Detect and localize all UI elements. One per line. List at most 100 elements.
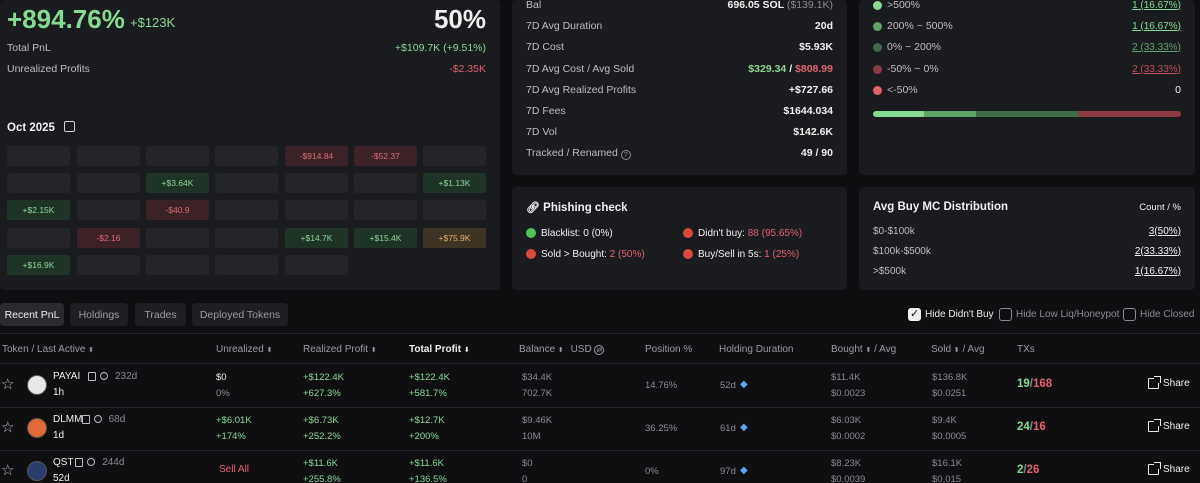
star-icon[interactable]: ☆ [1, 462, 15, 479]
dist-value-link[interactable]: 1 (16.67%) [1132, 0, 1181, 11]
table-row[interactable]: ☆ PAYAI 232d 1h $0 0% +$122.4K +627.3% +$122.4K +… [0, 364, 1200, 407]
th-bought[interactable]: Bought ⬍ / Avg [831, 344, 896, 355]
dist-label: >500% [887, 0, 920, 11]
share-button[interactable]: Share [1148, 462, 1190, 475]
stat-value: $142.6K [793, 126, 833, 138]
holding-duration: 52d [720, 380, 736, 391]
calendar-day-cell[interactable]: +$2.15K [7, 200, 70, 220]
mc-value-link[interactable]: 1(16.67%) [1134, 265, 1181, 277]
mc-value-link[interactable]: 2(33.33%) [1134, 245, 1181, 257]
calendar-day-cell[interactable]: -$2.16 [77, 228, 140, 248]
calendar-day-cell[interactable]: -$52.37 [354, 146, 417, 166]
calendar-day-cell[interactable]: +$1.13K [423, 173, 486, 193]
txs: 2/26 [1017, 464, 1040, 476]
didnt-buy-value: 88 (95.65%) [747, 228, 803, 239]
copy-icon[interactable] [81, 415, 90, 424]
swap-icon[interactable]: ⇄ [594, 345, 605, 355]
table-row[interactable]: ☆ DLMM 68d 1d +$6.01K +174% +$6.73K +252.2% +$12… [0, 407, 1200, 450]
position-percent: 14.76% [645, 380, 678, 391]
row-divider [0, 407, 1200, 408]
token-age: 232d [115, 371, 138, 382]
stat-row-fees: 7D Fees $1644.034 [526, 101, 833, 121]
checkbox-icon[interactable] [1123, 308, 1136, 321]
th-token[interactable]: Token / Last Active ⬍ [2, 344, 94, 355]
sold-gt-item: Sold > Bought: 2 (50%) [526, 249, 645, 260]
tab-deployed-tokens[interactable]: Deployed Tokens [192, 303, 288, 326]
calendar-day-cell[interactable]: -$914.84 [285, 146, 348, 166]
realized-percent: +255.8% [303, 474, 341, 483]
unrealized-value: +$6.01K [216, 415, 252, 426]
red-dot-icon [683, 228, 693, 239]
dist-bar-seg-neg50-0 [1078, 111, 1181, 117]
realized-value: +$11.6K [303, 458, 338, 469]
token-name[interactable]: QST [53, 457, 74, 468]
calendar-day-cell[interactable]: +$14.7K [285, 228, 348, 248]
token-name[interactable]: DLMM [53, 414, 83, 425]
share-icon [1148, 462, 1161, 475]
didnt-buy-item: Didn't buy: 88 (95.65%) [683, 228, 802, 239]
token-name[interactable]: PAYAI [53, 371, 81, 382]
mc-header-right: Count / % [1139, 202, 1181, 213]
th-balance[interactable]: Balance ⬍ USD ⇄ [519, 344, 605, 355]
th-usd-toggle[interactable]: USD [570, 344, 592, 355]
tx-sell-count: 26 [1026, 464, 1040, 476]
th-token-label: Token / Last Active [2, 344, 86, 355]
search-icon[interactable] [100, 372, 108, 380]
checkbox-checked-icon[interactable] [908, 307, 921, 321]
sold-gt-label: Sold > Bought: [541, 249, 607, 260]
pnl-percent: +894.76% [7, 4, 125, 34]
calendar-icon[interactable] [64, 121, 76, 132]
th-bought-label: Bought [831, 344, 863, 355]
share-button[interactable]: Share [1148, 419, 1190, 432]
calendar-day-cell [77, 146, 140, 166]
tab-holdings[interactable]: Holdings [70, 303, 128, 326]
table-row[interactable]: ☆ QST 244d 52d Sell All +$11.6K +255.8% +$11.6K… [0, 450, 1200, 483]
bought-value: $8.23K [831, 458, 862, 469]
share-button[interactable]: Share [1148, 376, 1190, 389]
search-icon[interactable] [93, 415, 102, 423]
mc-value-link[interactable]: 3(50%) [1148, 225, 1181, 237]
star-icon[interactable]: ☆ [1, 376, 15, 393]
sort-icon: ⬍ [370, 347, 377, 354]
balance-usd: $34.4K [522, 372, 553, 383]
row-divider [0, 450, 1200, 451]
tab-trades[interactable]: Trades [135, 303, 186, 326]
stat-label: 7D Avg Duration [526, 20, 603, 32]
calendar-day-cell [7, 173, 70, 193]
sold-avg: $0.0005 [932, 431, 967, 442]
total-value: +$11.6K [409, 458, 444, 469]
calendar-day-cell[interactable]: +$75.9K [423, 228, 486, 248]
filter-hide-closed[interactable]: Hide Closed [1123, 308, 1194, 321]
filter-hide-didnt-buy[interactable]: Hide Didn't Buy [908, 307, 994, 321]
balance-usd: $0 [522, 458, 533, 469]
th-unrealized[interactable]: Unrealized ⬍ [216, 344, 272, 355]
copy-icon[interactable] [75, 458, 84, 467]
copy-icon[interactable] [88, 372, 96, 381]
star-icon[interactable]: ☆ [1, 419, 15, 436]
search-icon[interactable] [87, 458, 96, 466]
dist-dot [873, 21, 882, 31]
th-sold[interactable]: Sold ⬍ / Avg [931, 344, 985, 355]
calendar-day-cell [354, 200, 417, 220]
th-sold-avg: / Avg [962, 344, 985, 355]
th-total[interactable]: Total Profit ⬇ [409, 344, 470, 355]
calendar-day-cell[interactable]: +$15.4K [354, 228, 417, 248]
filter-hide-low-liq[interactable]: Hide Low Liq/Honeypot [999, 308, 1119, 321]
stat-value: $5.93K [799, 41, 833, 53]
calendar-day-cell[interactable]: +$3.64K [146, 173, 209, 193]
checkbox-icon[interactable] [999, 308, 1012, 321]
calendar-day-cell[interactable]: -$40.9 [146, 200, 209, 220]
dist-value-link[interactable]: 2 (33.33%) [1132, 41, 1181, 53]
mc-label: $0-$100k [873, 225, 915, 237]
th-realized[interactable]: Realized Profit ⬍ [303, 344, 377, 355]
holding-duration: 61d [720, 423, 736, 434]
sell-all-button[interactable]: Sell All [219, 464, 250, 475]
tab-recent-pnl[interactable]: Recent PnL [0, 303, 64, 326]
dist-value-link[interactable]: 1 (16.67%) [1132, 20, 1181, 32]
th-duration: Holding Duration [719, 344, 794, 355]
help-icon[interactable]: ? [620, 149, 631, 160]
dist-value-link[interactable]: 2 (33.33%) [1132, 63, 1181, 75]
diamond-icon: ◆ [740, 379, 748, 390]
calendar-day-cell[interactable]: +$16.9K [7, 255, 70, 275]
filter-label: Hide Didn't Buy [925, 309, 994, 321]
